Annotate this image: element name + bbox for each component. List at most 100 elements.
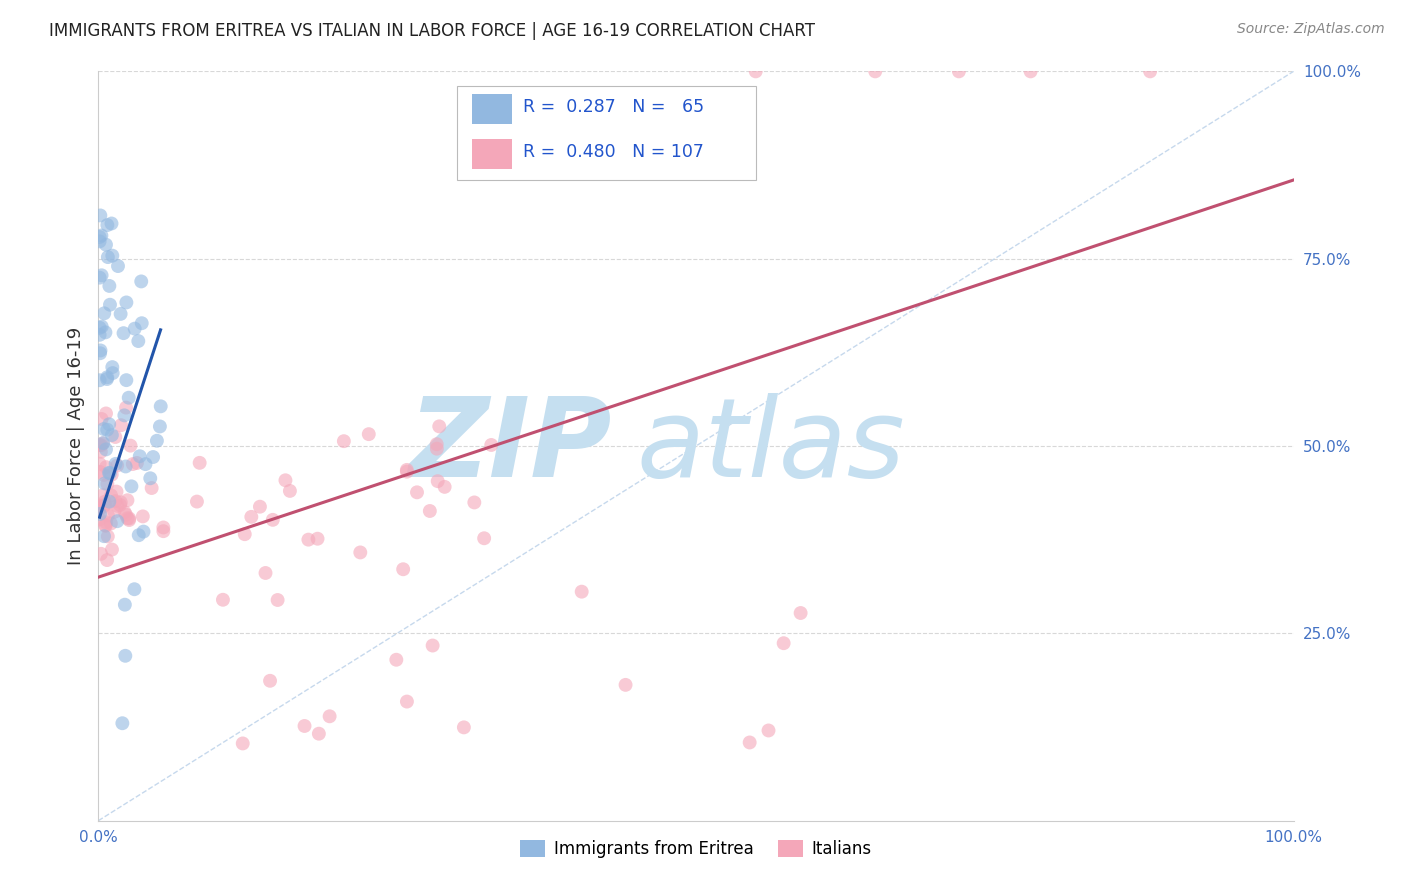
Point — [96, 423, 118, 437]
Point — [94, 326, 117, 340]
Point — [90, 438, 112, 452]
Point — [308, 727, 330, 741]
Text: atlas: atlas — [637, 392, 905, 500]
Point — [90, 412, 112, 426]
Point — [110, 307, 132, 321]
Point — [94, 498, 117, 512]
Point — [121, 457, 143, 471]
Point — [105, 484, 128, 499]
Point — [125, 456, 148, 470]
Point — [128, 528, 150, 542]
Point — [614, 678, 637, 692]
Point — [333, 434, 356, 449]
Point — [433, 480, 456, 494]
Point — [94, 518, 117, 533]
Point — [114, 598, 136, 612]
Point — [117, 511, 139, 525]
Point — [115, 373, 138, 387]
Point — [104, 430, 127, 444]
Point — [395, 695, 418, 709]
Point — [98, 466, 121, 480]
Point — [105, 458, 128, 473]
Point — [186, 494, 208, 508]
Point — [266, 593, 288, 607]
Point — [120, 479, 142, 493]
Point — [118, 511, 141, 525]
Point — [89, 499, 111, 513]
Point — [132, 524, 155, 539]
Point — [262, 513, 284, 527]
Point — [118, 513, 141, 527]
Point — [948, 64, 970, 78]
Point — [142, 450, 165, 464]
Point — [114, 505, 136, 519]
Point — [127, 334, 149, 348]
Point — [259, 673, 281, 688]
Point — [115, 401, 138, 415]
Point — [132, 509, 155, 524]
Point — [94, 442, 117, 457]
Point — [419, 504, 441, 518]
Point — [571, 584, 593, 599]
Point — [93, 495, 115, 509]
Point — [89, 512, 111, 526]
Point — [89, 235, 111, 249]
Point — [108, 498, 131, 512]
Point — [89, 346, 111, 360]
Point — [240, 509, 263, 524]
Point — [100, 488, 122, 502]
Point — [96, 372, 118, 386]
Point — [758, 723, 780, 738]
Text: Source: ZipAtlas.com: Source: ZipAtlas.com — [1237, 22, 1385, 37]
Point — [128, 449, 150, 463]
Point — [395, 463, 418, 477]
Point — [117, 493, 139, 508]
Point — [89, 343, 111, 358]
Point — [107, 259, 129, 273]
Point — [357, 427, 380, 442]
Point — [94, 460, 117, 475]
Point — [94, 407, 117, 421]
Point — [1019, 64, 1042, 78]
Point — [141, 481, 163, 495]
Point — [115, 295, 138, 310]
Point — [789, 606, 811, 620]
Point — [91, 500, 114, 514]
Point — [426, 442, 449, 456]
Point — [94, 237, 117, 252]
Point — [100, 217, 122, 231]
Point — [385, 653, 408, 667]
Point — [134, 457, 156, 471]
Point — [100, 467, 122, 482]
Point — [98, 494, 121, 508]
Point — [90, 268, 112, 283]
Point — [110, 418, 132, 433]
Point — [349, 545, 371, 559]
Point — [232, 736, 254, 750]
Point — [392, 562, 415, 576]
Point — [89, 270, 111, 285]
Point — [152, 524, 174, 538]
Text: ZIP: ZIP — [409, 392, 613, 500]
Point — [453, 720, 475, 734]
Point — [139, 471, 162, 485]
Point — [103, 505, 125, 519]
Point — [89, 465, 111, 479]
Point — [233, 527, 256, 541]
Point — [97, 529, 120, 543]
Point — [111, 716, 134, 731]
Point — [274, 473, 297, 487]
Point — [426, 437, 449, 451]
Point — [96, 553, 118, 567]
Point — [112, 326, 135, 340]
Point — [297, 533, 319, 547]
Point — [89, 457, 111, 471]
Point — [89, 320, 111, 334]
Point — [89, 438, 111, 452]
Point — [1139, 64, 1161, 78]
Point — [90, 547, 112, 561]
Text: IMMIGRANTS FROM ERITREA VS ITALIAN IN LABOR FORCE | AGE 16-19 CORRELATION CHART: IMMIGRANTS FROM ERITREA VS ITALIAN IN LA… — [49, 22, 815, 40]
Point — [101, 428, 124, 442]
Point — [101, 542, 124, 557]
Point — [89, 507, 111, 521]
